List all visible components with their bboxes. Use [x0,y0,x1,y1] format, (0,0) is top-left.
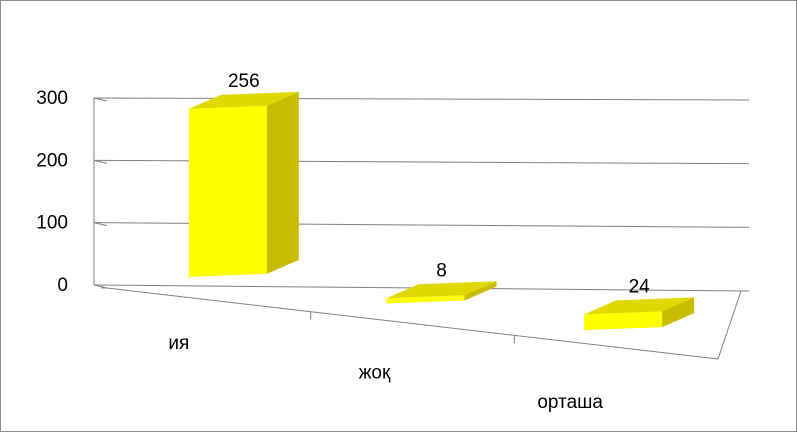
data-label: 24 [629,276,651,297]
bar-front [386,295,465,304]
bar-front [584,311,663,331]
x-axis-line [106,287,719,360]
y-tick-label: 0 [57,275,68,296]
x-tick-label: ия [168,333,189,354]
bar-top [584,297,695,315]
gridline [93,159,108,164]
x-tick-label: жоқ [359,363,391,384]
floor-right-edge [717,290,742,360]
bar-side [662,297,695,328]
x-tick-label: орташа [537,392,603,413]
data-label: 8 [436,260,447,281]
bar-top [386,281,497,299]
bar-side [266,91,299,274]
data-label: 256 [228,71,260,92]
y-tick-label: 200 [36,150,68,171]
y-tick-label: 300 [36,88,68,109]
bar-top [188,91,299,109]
gridline [93,222,108,227]
gridline [93,97,750,101]
bar-side [464,281,497,301]
gridline [93,97,108,102]
bar-front [188,105,267,277]
y-tick-label: 100 [36,213,68,234]
